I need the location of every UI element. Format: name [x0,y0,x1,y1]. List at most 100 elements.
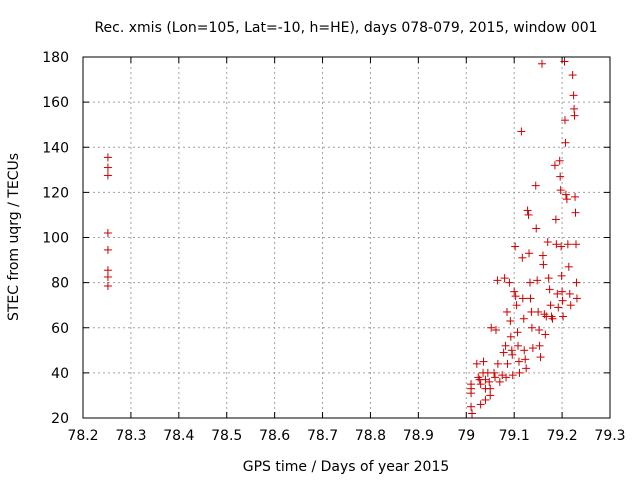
data-point [561,190,570,199]
data-point [571,192,580,201]
data-point [556,172,565,181]
data-point [491,373,500,382]
data-point [534,307,543,316]
data-point [540,310,549,319]
data-point [485,377,494,386]
data-point [569,91,578,100]
data-point [103,171,112,180]
y-tick-label: 80 [51,276,69,292]
x-tick-label: 78.9 [403,428,434,444]
data-point [519,314,528,323]
data-point [467,389,476,398]
data-point [558,287,567,296]
data-point [572,294,581,303]
data-point [506,332,515,341]
data-point [570,104,579,113]
data-point [527,323,536,332]
data-point [515,368,524,377]
grid-layer [83,57,610,418]
data-point [103,282,112,291]
data-point [486,391,495,400]
plot-frame [82,56,611,419]
data-point [103,163,112,172]
data-point [522,364,531,373]
data-point [476,400,485,409]
data-point [493,359,502,368]
data-point [505,278,514,287]
data-point [531,181,540,190]
data-point [532,224,541,233]
data-point [479,357,488,366]
x-tick-label: 78.3 [115,428,146,444]
y-tick-label: 20 [51,411,69,427]
data-point [520,346,529,355]
chart-title: Rec. xmis (Lon=105, Lat=-10, h=HE), days… [94,20,597,36]
data-point [467,402,476,411]
data-point [103,228,112,237]
data-point [502,373,511,382]
x-tick-label: 78.5 [211,428,242,444]
data-point [499,348,508,357]
data-point [508,350,517,359]
data-point [523,206,532,215]
data-point [544,274,553,283]
data-point [556,186,565,195]
data-point [526,294,535,303]
y-tick-label: 160 [42,95,69,111]
data-point [527,307,536,316]
y-tick-label: 180 [42,50,69,66]
data-point [511,292,520,301]
x-tick-label: 78.6 [259,428,290,444]
x-tick-label: 78.7 [307,428,338,444]
data-point [551,215,560,224]
data-point [554,303,563,312]
x-tick-label: 79.3 [594,428,625,444]
data-point [512,301,521,310]
data-point [514,357,523,366]
data-point [502,307,511,316]
data-point [503,359,512,368]
data-point [501,341,510,350]
data-point [511,242,520,251]
data-point [541,330,550,339]
data-points [103,57,581,418]
data-point [524,210,533,219]
data-point [546,301,555,310]
data-point [564,262,573,271]
data-point [561,138,570,147]
data-point [557,271,566,280]
data-point [486,384,495,393]
y-axis-label: STEC from uqrg / TECUs [6,153,22,321]
data-point [514,341,523,350]
data-point [535,326,544,335]
y-tick-label: 100 [42,231,69,247]
y-tick-label: 120 [42,185,69,201]
data-point [559,312,568,321]
data-point [490,368,499,377]
tick-layer: 78.2 78.3 78.4 78.5 78.6 78.7 78.8 78.9 79 79.1 79… [42,50,625,444]
data-point [545,285,554,294]
data-point [560,116,569,125]
data-point [500,274,509,283]
x-tick-label: 78.4 [163,428,194,444]
data-point [517,127,526,136]
data-point [566,301,575,310]
data-point [513,328,522,337]
data-point [572,278,581,287]
data-point [538,251,547,260]
data-point [476,380,485,389]
data-point [536,353,545,362]
data-point [550,161,559,170]
data-point [568,71,577,80]
data-point [548,314,557,323]
data-point [468,409,477,418]
y-tick-label: 40 [51,366,69,382]
data-point [103,266,112,275]
data-point [508,371,517,380]
y-tick-label: 60 [51,321,69,337]
data-point [103,272,112,281]
x-tick-label: 79.2 [547,428,578,444]
data-point [560,57,569,66]
x-tick-label: 78.2 [67,428,98,444]
